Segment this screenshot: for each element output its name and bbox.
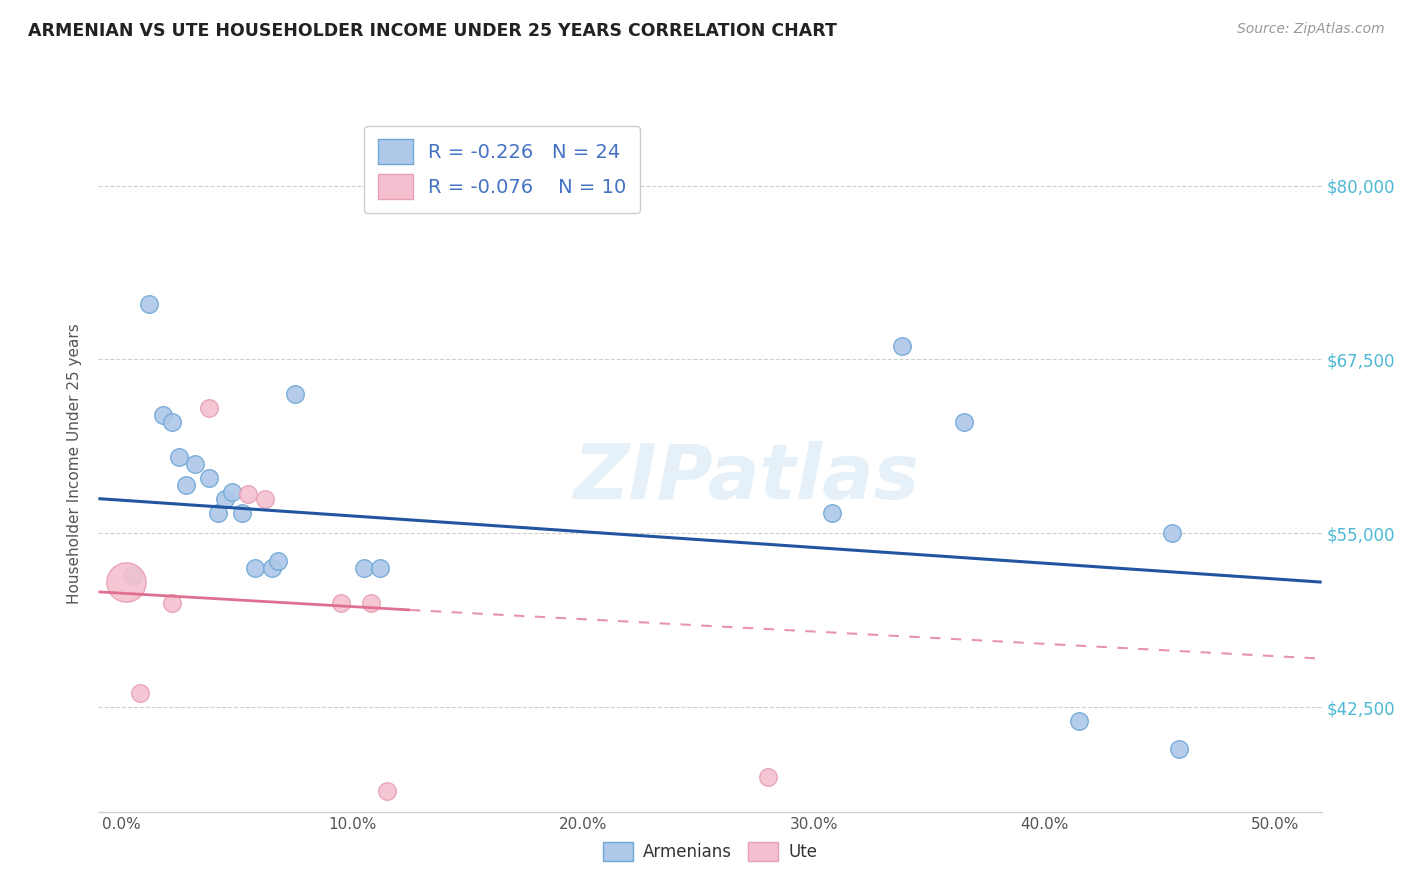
Point (1167, 742, 1189, 756)
Text: ZIPatlas: ZIPatlas (574, 441, 920, 515)
Point (174, 477, 197, 491)
Point (198, 401, 221, 416)
Point (162, 596, 184, 610)
Point (1160, 526, 1182, 541)
Point (890, 338, 912, 352)
Point (368, 561, 391, 575)
Point (284, 387, 307, 401)
Point (329, 596, 352, 610)
Point (138, 297, 160, 311)
Point (152, 408, 174, 422)
Point (821, 506, 844, 520)
Point (267, 554, 290, 568)
Y-axis label: Householder Income Under 25 years: Householder Income Under 25 years (67, 324, 83, 604)
Point (253, 491, 276, 506)
Point (245, 561, 267, 575)
Point (198, 471, 221, 485)
Legend: Armenians, Ute: Armenians, Ute (595, 833, 825, 870)
Text: ARMENIAN VS UTE HOUSEHOLDER INCOME UNDER 25 YEARS CORRELATION CHART: ARMENIAN VS UTE HOUSEHOLDER INCOME UNDER… (28, 22, 837, 40)
Point (756, 770, 779, 784)
Point (162, 415, 184, 429)
Point (221, 484, 243, 499)
Point (375, 784, 398, 798)
Point (238, 487, 260, 501)
Point (207, 506, 229, 520)
Point (122, 568, 145, 582)
Point (115, 575, 138, 590)
Point (353, 561, 375, 575)
Point (1069, 714, 1091, 729)
Point (231, 506, 253, 520)
Point (184, 457, 207, 471)
Point (129, 686, 152, 700)
Point (360, 596, 382, 610)
Point (260, 561, 283, 575)
Point (953, 415, 976, 429)
Text: Source: ZipAtlas.com: Source: ZipAtlas.com (1237, 22, 1385, 37)
Point (167, 450, 190, 464)
Point (214, 491, 236, 506)
